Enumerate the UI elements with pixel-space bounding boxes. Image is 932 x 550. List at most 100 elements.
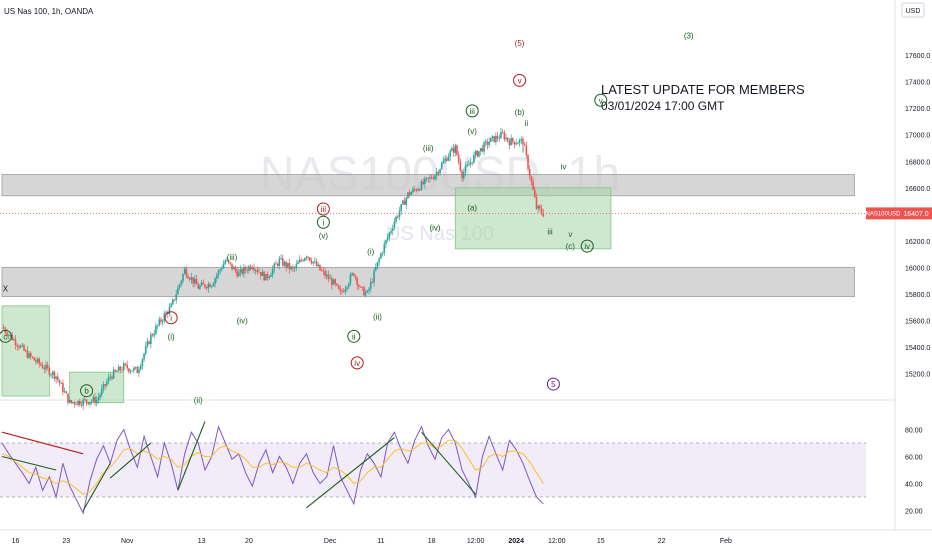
candle-body <box>493 136 495 143</box>
candle-body <box>175 294 178 300</box>
candle-body <box>344 288 347 292</box>
candle-body <box>222 263 225 269</box>
zone-target-2 <box>454 187 612 250</box>
rsi-trendline <box>306 437 395 509</box>
candle-body <box>258 271 260 273</box>
candle-body <box>92 397 95 401</box>
candle-body <box>292 266 294 269</box>
candle-body <box>312 261 315 264</box>
candle-body <box>236 270 238 277</box>
candle-body <box>172 299 174 305</box>
candle-body <box>408 192 411 195</box>
candle-body <box>503 132 506 140</box>
last-price-tag[interactable]: NAS100USD 16407.0 <box>865 207 932 220</box>
wave-label: (5) <box>515 39 525 48</box>
time-tick-label: 20 <box>245 538 253 545</box>
wave-label: (a) <box>467 204 477 213</box>
candle-body <box>119 366 122 371</box>
candle-body <box>314 261 316 263</box>
candle-body <box>241 269 243 274</box>
candle-body <box>2 327 5 329</box>
price-tick-label: 16200.0 <box>905 239 930 246</box>
candle-body <box>456 145 458 155</box>
time-tick-label: Nov <box>121 538 134 545</box>
time-tick-label: 13 <box>198 538 206 545</box>
candle-body <box>270 274 272 277</box>
candle-body <box>194 279 196 284</box>
candle-body <box>395 216 397 222</box>
price-tag-value-bg <box>900 207 932 220</box>
candle-body <box>209 284 211 288</box>
candle-body <box>63 391 66 393</box>
candle-body <box>535 197 538 209</box>
candle-body <box>65 391 68 394</box>
candle-body <box>275 263 277 265</box>
candle-body <box>439 169 441 174</box>
candle-body <box>41 365 44 369</box>
candle-body <box>390 230 392 233</box>
rsi-tick-label: 80.00 <box>905 428 923 435</box>
candle-body <box>102 384 105 389</box>
candle-body <box>68 400 71 403</box>
candle-body <box>87 402 90 405</box>
candle-body <box>126 364 128 369</box>
candle-body <box>495 135 497 143</box>
candle-body <box>329 278 331 280</box>
candle-body <box>315 261 318 267</box>
candle-body <box>354 275 357 278</box>
candle-body <box>180 280 183 285</box>
zones-layer <box>1 174 855 404</box>
price-tag-symbol-bg <box>866 207 900 220</box>
candle-body <box>451 148 453 152</box>
candle-body <box>363 287 365 296</box>
time-tick-label: 23 <box>62 538 70 545</box>
wave-label: i <box>170 314 172 323</box>
wave-label: b <box>84 387 89 396</box>
candle-body <box>104 384 106 386</box>
candle-body <box>136 367 139 374</box>
candle-body <box>216 275 218 279</box>
candle-body <box>542 213 545 217</box>
time-tick-label: Dec <box>324 538 337 545</box>
candle-body <box>248 266 250 271</box>
candle-body <box>523 144 526 146</box>
candle-body <box>327 274 330 280</box>
symbol-title[interactable]: US Nas 100, 1h, OANDA <box>4 7 94 16</box>
price-axis[interactable] <box>895 0 932 550</box>
candle-body <box>517 142 519 144</box>
candle-body <box>50 374 52 376</box>
candle-body <box>434 175 436 180</box>
wave-label: i <box>522 145 524 154</box>
candle-body <box>237 272 240 277</box>
candle-body <box>23 345 25 351</box>
candle-body <box>197 284 200 289</box>
candle-body <box>464 166 467 173</box>
candle-body <box>510 138 512 146</box>
candle-body <box>133 367 135 371</box>
candle-body <box>295 264 298 268</box>
candle-body <box>128 368 130 372</box>
candle-body <box>173 299 176 301</box>
candle-body <box>99 394 101 398</box>
currency-label: USD <box>906 8 921 15</box>
candle-body <box>31 356 34 358</box>
candle-body <box>479 148 482 152</box>
candle-body <box>13 339 15 341</box>
candle-body <box>229 262 232 264</box>
candle-body <box>26 350 29 358</box>
wave-label: (v) <box>468 127 478 136</box>
candle-body <box>461 170 463 179</box>
candle-body <box>51 371 54 375</box>
time-tick-label: 22 <box>658 538 666 545</box>
candle-body <box>138 369 140 374</box>
candle-body <box>100 388 103 395</box>
wave-circle <box>80 384 94 398</box>
candle-body <box>158 319 161 326</box>
candle-body <box>48 367 51 375</box>
candle-body <box>212 283 215 287</box>
candle-body <box>148 341 150 344</box>
currency-badge[interactable] <box>901 2 925 18</box>
candle-body <box>317 264 320 267</box>
wave-circle <box>580 239 594 253</box>
